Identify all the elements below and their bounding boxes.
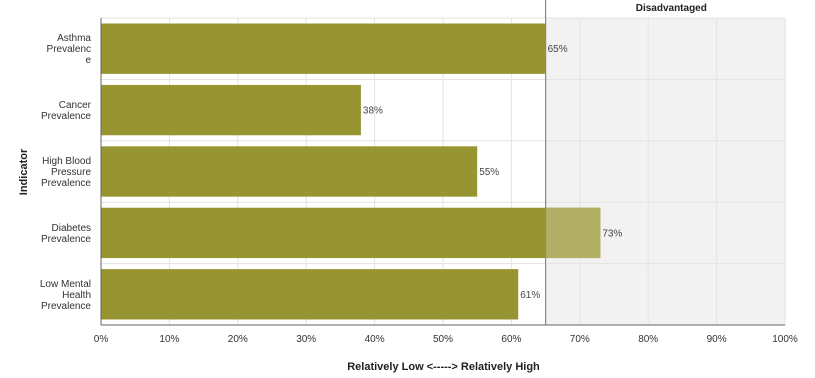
x-tick-label: 30% xyxy=(296,334,316,345)
category-label: Diabetes Prevalence xyxy=(41,223,91,245)
y-axis-title: Indicator xyxy=(18,148,30,195)
data-label: 38% xyxy=(363,106,383,117)
category-label: Cancer Prevalence xyxy=(41,100,92,122)
x-tick-label: 90% xyxy=(707,334,727,345)
bar xyxy=(101,207,601,259)
threshold-band-label: Disadvantaged xyxy=(636,3,707,14)
category-label-line: Prevalence xyxy=(41,234,91,245)
bar-layer xyxy=(101,23,601,320)
category-label-line: Asthma xyxy=(57,33,91,44)
category-label-line: Prevalenc xyxy=(47,44,91,55)
category-label-line: Health xyxy=(62,290,91,301)
category-label-line: Pressure xyxy=(51,167,91,178)
x-tick-label: 10% xyxy=(159,334,179,345)
category-label-line: Prevalence xyxy=(41,111,91,122)
data-label: 61% xyxy=(520,290,540,301)
bar xyxy=(101,84,361,136)
data-label: 73% xyxy=(602,228,622,239)
bar xyxy=(101,23,546,74)
category-label: High Blood Pressure Prevalence xyxy=(41,156,91,189)
data-label: 65% xyxy=(548,44,568,55)
disadvantaged-band xyxy=(545,18,785,325)
x-tick-label: 70% xyxy=(570,334,590,345)
category-label-line: Low Mental xyxy=(40,279,91,290)
band-layer xyxy=(545,18,785,325)
category-label: Asthma Prevalenc e xyxy=(47,33,92,66)
axis-layer: 0% 10% 20% 30% 40% 50% 60% 70% 80% 90% 100% Disadva… xyxy=(94,0,798,345)
category-label-line: Diabetes xyxy=(52,223,91,234)
bar xyxy=(101,269,519,320)
x-tick-label: 60% xyxy=(501,334,521,345)
category-label: Low Mental Health Prevalence xyxy=(40,279,92,312)
x-tick-label: 50% xyxy=(433,334,453,345)
label-layer: 65%Asthma Prevalenc e38%Cancer Prevalence55… xyxy=(40,33,623,312)
x-tick-label: 20% xyxy=(228,334,248,345)
category-label-line: e xyxy=(85,55,91,66)
data-label: 55% xyxy=(479,167,499,178)
x-axis-title: Relatively Low <-----> Relatively High xyxy=(347,361,540,373)
x-tick-label: 100% xyxy=(772,334,798,345)
category-label-line: Prevalence xyxy=(41,301,91,312)
x-tick-label: 0% xyxy=(94,334,109,345)
bar xyxy=(101,146,478,197)
category-label-line: High Blood xyxy=(42,156,91,167)
x-tick-label: 40% xyxy=(365,334,385,345)
x-tick-label: 80% xyxy=(638,334,658,345)
category-label-line: Prevalence xyxy=(41,178,91,189)
category-label-line: Cancer xyxy=(59,100,92,111)
bar-over-threshold-segment xyxy=(545,207,601,259)
